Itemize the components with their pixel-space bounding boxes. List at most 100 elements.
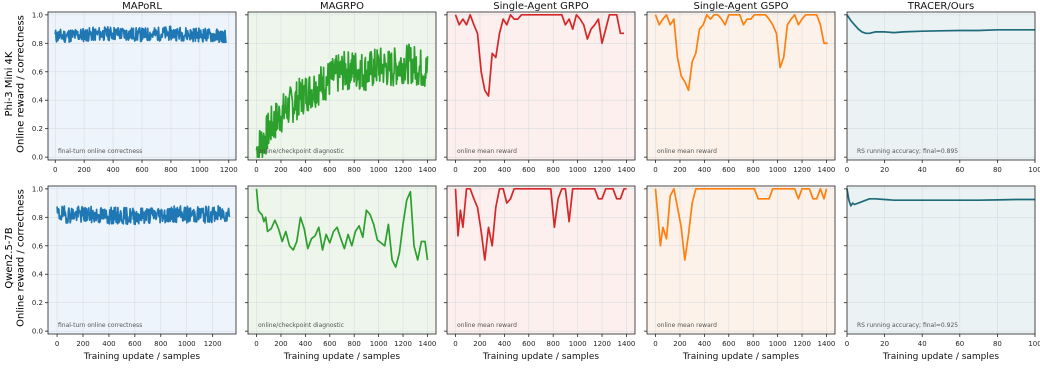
panel-title: TRACER/Ours: [907, 1, 974, 12]
x-tick-label: 60: [955, 340, 964, 348]
annotation-text: online mean reward: [457, 148, 517, 155]
y-tick-label: 0.6: [32, 242, 44, 250]
x-tick-label: 0: [55, 340, 59, 348]
annotation-text: online mean reward: [657, 322, 717, 329]
x-tick-label: 600: [135, 166, 148, 174]
annotation-text: RS running accuracy; final=0.925: [857, 322, 958, 329]
panel-4: 0 20 40 60 80 100 RS running accuracy; final=0…: [844, 1, 1040, 174]
panel-5: 0.0 0.2 0.4 0.6 0.8 1.0 0 200 400 600 800 1000 1200 f…: [32, 185, 237, 362]
x-tick-label: 40: [918, 166, 927, 174]
axes-frame: [846, 11, 1036, 161]
x-tick-label: 600: [323, 166, 336, 174]
x-tick-label: 600: [323, 340, 336, 348]
y-tick-label: 1.0: [32, 185, 43, 193]
x-tick-label: 600: [722, 340, 735, 348]
x-tick-label: 800: [547, 340, 560, 348]
x-tick-label: 400: [102, 340, 115, 348]
axes-frame: [47, 11, 237, 161]
x-axis-label: Training update / samples: [882, 352, 1000, 362]
x-tick-label: 1400: [618, 340, 636, 348]
x-tick-label: 0: [653, 166, 657, 174]
x-tick-label: 400: [698, 340, 711, 348]
annotation-text: online mean reward: [457, 322, 517, 329]
axes-frame: [846, 185, 1036, 335]
series-line: [255, 188, 429, 268]
x-tick-label: 1000: [370, 340, 388, 348]
x-tick-label: 1000: [769, 340, 787, 348]
x-tick-label: 1000: [178, 340, 196, 348]
x-tick-label: 1400: [419, 166, 437, 174]
series-line: [654, 187, 828, 261]
series-line: [654, 13, 828, 92]
x-tick-label: 600: [522, 166, 535, 174]
panel-2: 0 200 400 600 800 1000 1200 1400 online mean rew…: [444, 1, 636, 174]
axes-frame: [446, 11, 636, 161]
x-tick-label: 800: [547, 166, 560, 174]
x-tick-label: 600: [128, 340, 141, 348]
annotation-text: final-turn online correctness: [58, 322, 142, 329]
series-line: [454, 187, 627, 261]
x-tick-label: 400: [299, 166, 312, 174]
plot-background: [447, 186, 635, 334]
row-ylabel-line: Phi-3 Mini 4K: [4, 51, 15, 116]
x-tick-label: 200: [274, 166, 287, 174]
plot-background: [447, 12, 635, 160]
x-tick-label: 200: [673, 340, 686, 348]
panel-3: 0 200 400 600 800 1000 1200 1400 online mean rew…: [644, 1, 836, 174]
x-tick-label: 800: [164, 166, 177, 174]
x-axis-label: Training update / samples: [482, 352, 600, 362]
x-tick-label: 1200: [593, 340, 611, 348]
panels-group: 0.00.20.40.60.81.00 200 400 600 800 1000 1200f…: [32, 1, 1040, 362]
x-axis-label: Training update / samples: [283, 352, 401, 362]
y-tick-label: 0.0: [32, 328, 43, 336]
axes-frame: [247, 185, 437, 335]
x-tick-label: 0: [653, 340, 657, 348]
x-tick-label: 400: [498, 340, 511, 348]
x-tick-label: 200: [673, 166, 686, 174]
x-tick-label: 20: [880, 340, 889, 348]
panel-0: 0.0 0.2 0.4 0.6 0.8 1.0 0 200 400 600 800 1000 1200 f…: [32, 1, 238, 174]
x-tick-label: 1400: [818, 340, 836, 348]
x-tick-label: 800: [348, 166, 361, 174]
x-tick-label: 1200: [220, 166, 238, 174]
x-tick-label: 0: [845, 166, 849, 174]
x-tick-label: 1200: [793, 340, 811, 348]
x-tick-label: 600: [722, 166, 735, 174]
plot-background: [248, 186, 436, 334]
y-tick-label: 0.8: [32, 40, 43, 48]
y-tick-label: 0.0: [32, 154, 43, 162]
x-tick-label: 80: [993, 340, 1002, 348]
annotation-text: online/checkpoint diagnostic: [258, 148, 344, 155]
x-tick-label: 100: [1028, 166, 1040, 174]
axes-frame: [247, 11, 437, 161]
row0-ylabel-model: Phi-3 Mini 4KOnline reward / correctness: [4, 15, 27, 153]
x-tick-label: 1400: [419, 340, 437, 348]
x-tick-label: 20: [880, 166, 889, 174]
x-tick-label: 200: [76, 340, 89, 348]
series-line: [54, 25, 227, 44]
panel-title: MAPoRL: [122, 1, 162, 12]
series-line: [56, 204, 231, 226]
panel-7: 0 200 400 600 800 1000 1200 1400 online mean rew…: [444, 185, 636, 362]
plot-background: [647, 186, 835, 334]
panel-1: 0 200 400 600 800 1000 1200 1400 online/checkpoi…: [245, 1, 437, 174]
axes-frame: [646, 11, 836, 161]
annotation-text: online/checkpoint diagnostic: [258, 322, 344, 329]
panel-title: Single-Agent GSPO: [694, 1, 789, 12]
panel-title: Single-Agent GRPO: [493, 1, 589, 12]
panel-8: 0 200 400 600 800 1000 1200 1400 online mean rew…: [644, 185, 836, 362]
x-tick-label: 1200: [793, 166, 811, 174]
x-tick-label: 400: [698, 166, 711, 174]
x-tick-label: 800: [747, 166, 760, 174]
row-ylabel-line: Qwen2.5-7B: [4, 227, 15, 288]
plot-background: [647, 12, 835, 160]
x-tick-label: 0: [845, 340, 849, 348]
series-line: [454, 13, 624, 97]
x-tick-label: 400: [498, 166, 511, 174]
y-tick-label: 1.0: [32, 11, 43, 19]
y-tick-label: 0.4: [32, 271, 44, 279]
x-tick-label: 1000: [569, 166, 587, 174]
x-tick-label: 0: [254, 166, 258, 174]
x-tick-label: 1400: [818, 166, 836, 174]
x-tick-label: 400: [106, 166, 119, 174]
